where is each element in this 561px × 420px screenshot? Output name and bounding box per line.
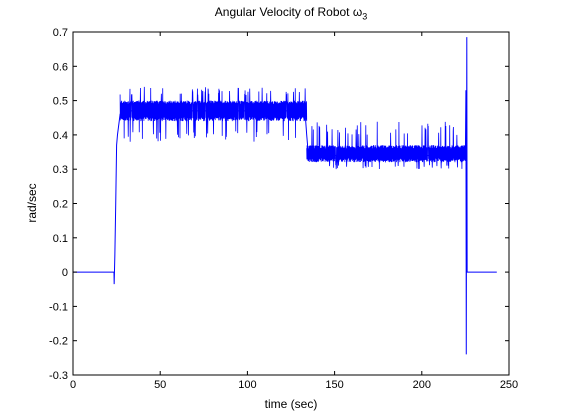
y-tick-label: 0.1 bbox=[53, 233, 68, 245]
chart-title-subscript: 3 bbox=[362, 11, 368, 22]
x-tick-label: 150 bbox=[325, 379, 343, 391]
chart-title-text: Angular Velocity of Robot ω bbox=[214, 5, 363, 19]
y-tick-label: -0.1 bbox=[49, 301, 68, 313]
y-axis-ticks: -0.3 -0.2 -0.1 0 0.1 0.2 0.3 0.4 0.5 0.6 0.7 bbox=[49, 27, 509, 382]
x-tick-label: 200 bbox=[413, 379, 431, 391]
x-tick-label: 100 bbox=[238, 379, 256, 391]
y-tick-label: 0.5 bbox=[53, 96, 68, 108]
axes-box bbox=[72, 31, 510, 376]
series-noise-trace bbox=[306, 121, 466, 170]
y-tick-label: 0.4 bbox=[53, 130, 68, 142]
chart-title: Angular Velocity of Robot ω3 bbox=[73, 5, 509, 21]
series-line bbox=[73, 37, 497, 355]
y-axis-label: rad/sec bbox=[25, 183, 39, 223]
y-tick-label: 0.2 bbox=[53, 199, 68, 211]
series-layer bbox=[73, 37, 497, 355]
x-tick-label: 50 bbox=[154, 379, 166, 391]
x-axis-label: time (sec) bbox=[264, 397, 318, 411]
x-tick-label: 250 bbox=[500, 379, 518, 391]
x-tick-label: 0 bbox=[70, 379, 76, 391]
y-tick-label: -0.2 bbox=[49, 336, 68, 348]
y-tick-label: 0.7 bbox=[53, 27, 68, 39]
series-noise-trace bbox=[119, 86, 308, 142]
y-tick-label: -0.3 bbox=[49, 370, 68, 382]
y-tick-label: 0.3 bbox=[53, 164, 68, 176]
x-axis-ticks: 0 50 100 150 200 250 bbox=[70, 32, 518, 391]
y-tick-label: 0.6 bbox=[53, 61, 68, 73]
y-tick-label: 0 bbox=[62, 267, 68, 279]
